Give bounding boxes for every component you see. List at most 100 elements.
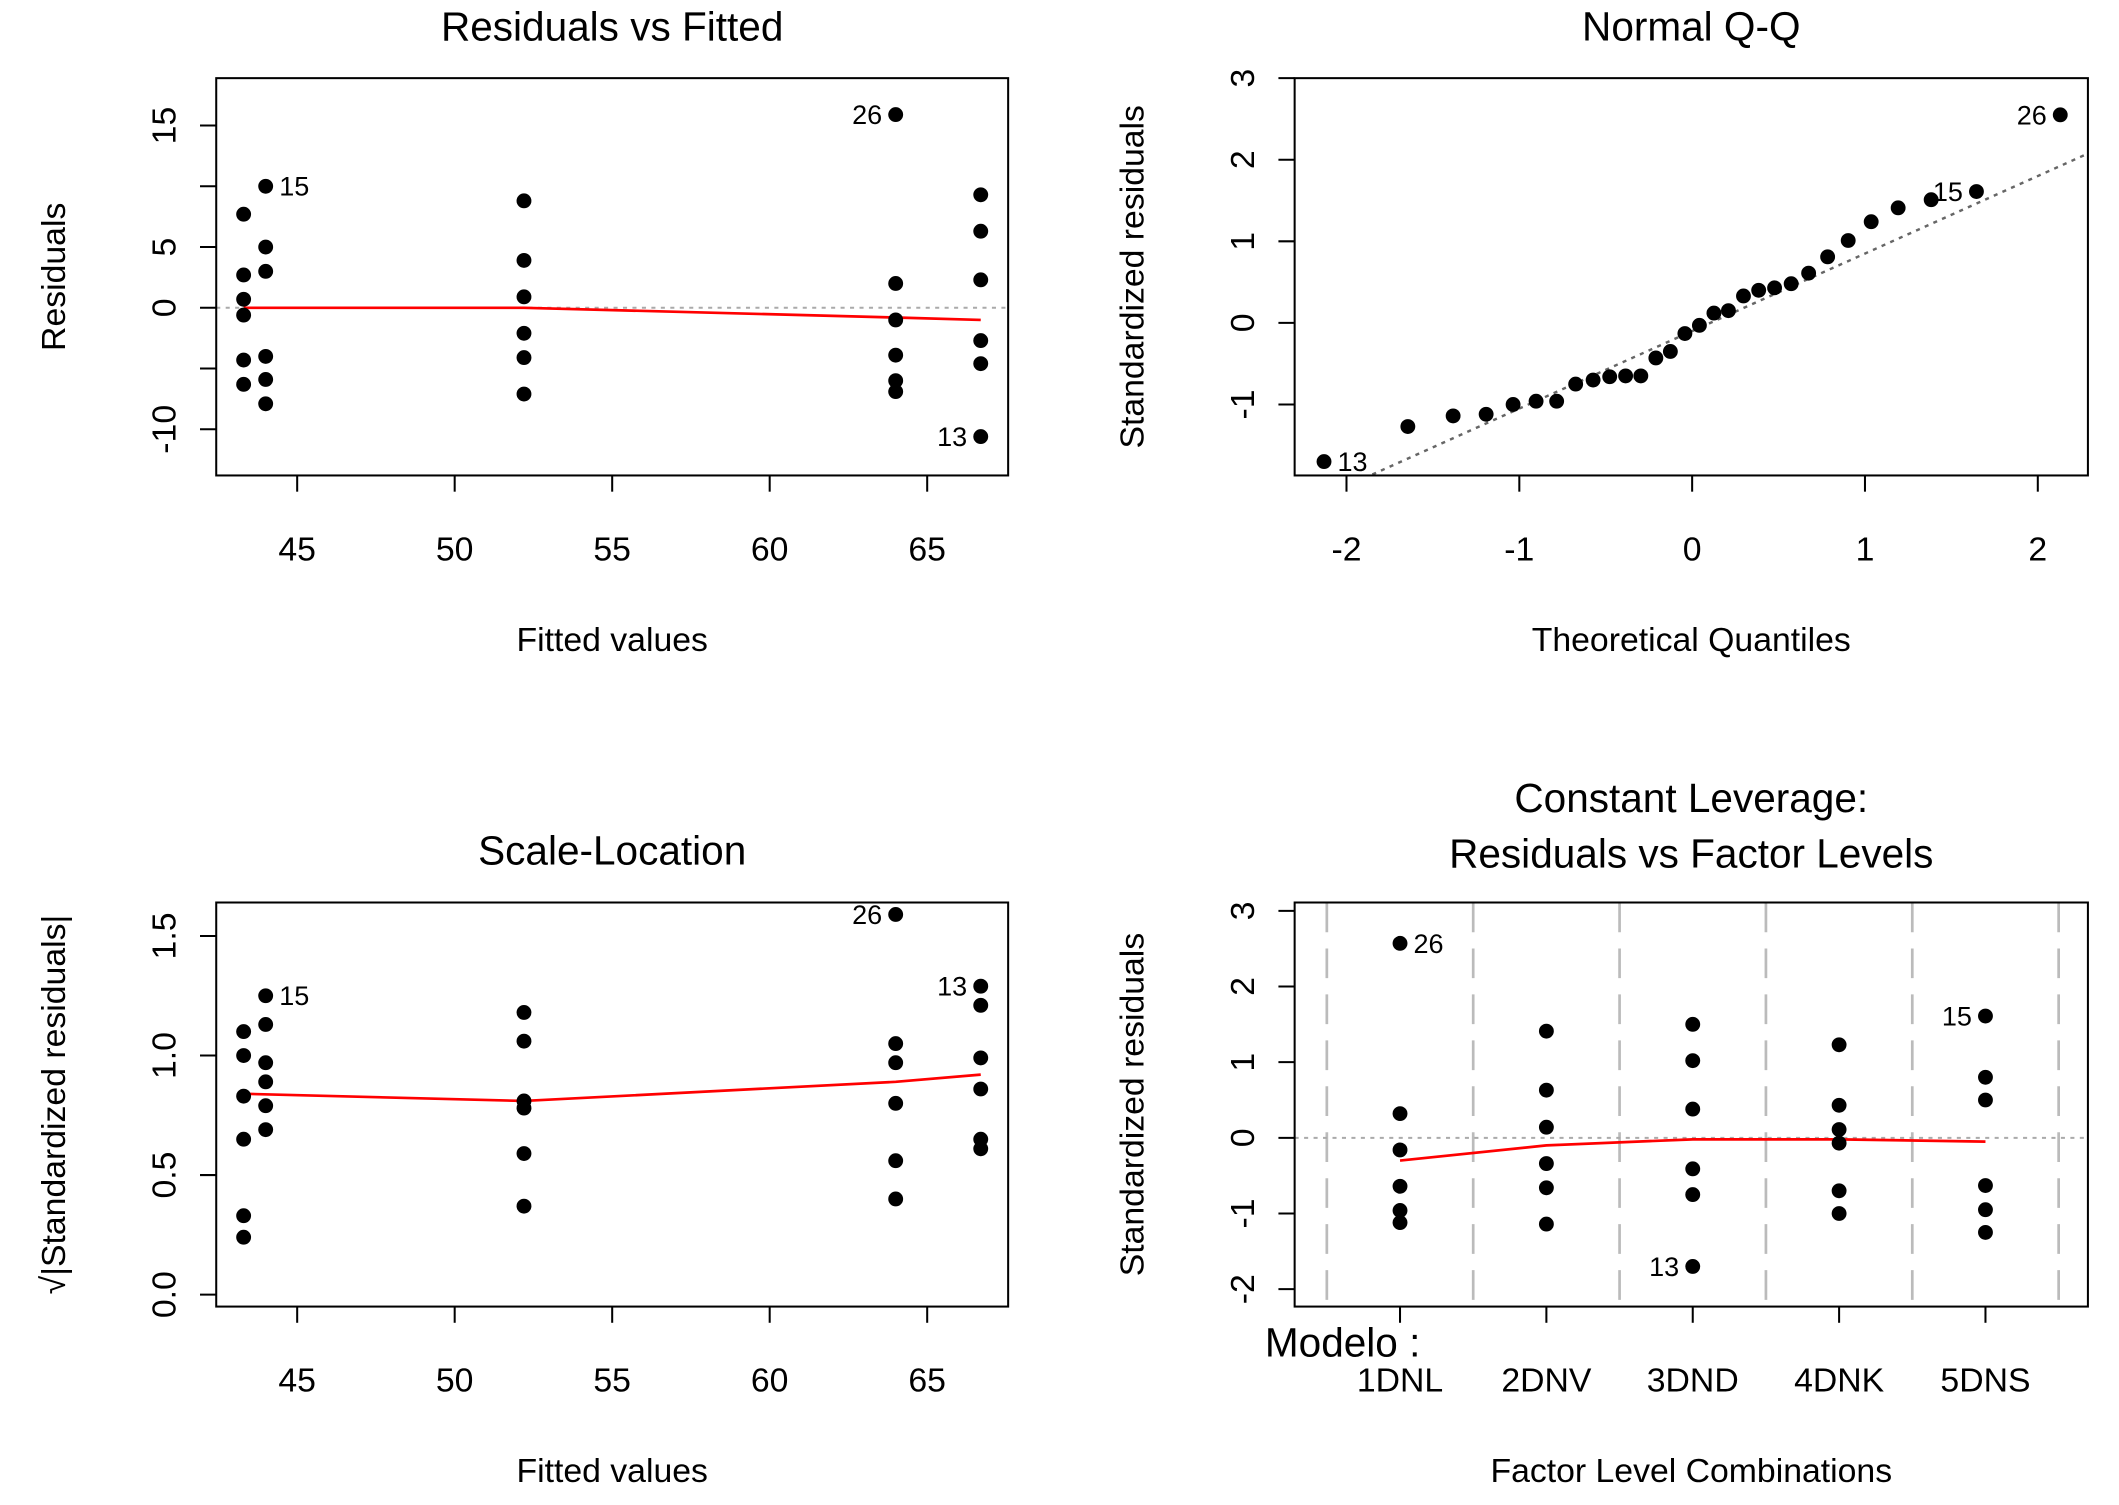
point	[1662, 344, 1678, 359]
plot-frame	[215, 77, 1010, 477]
point	[1978, 1008, 1993, 1024]
point	[258, 1098, 274, 1114]
point	[1685, 1016, 1701, 1032]
point	[888, 1036, 904, 1052]
y-tick-label: 0.0	[146, 1271, 184, 1318]
point	[1392, 935, 1408, 951]
y-tick-label: 1.5	[146, 913, 184, 960]
y-tick-label: 0	[1224, 314, 1262, 333]
point	[516, 193, 532, 209]
point	[888, 276, 904, 291]
plot-area	[243, 1073, 981, 1103]
point	[516, 386, 532, 402]
point	[1392, 1106, 1408, 1122]
point	[236, 1208, 252, 1224]
y-tick-label: 3	[1224, 901, 1262, 920]
y-axis-label: Standardized residuals	[1113, 933, 1151, 1277]
point	[516, 1198, 532, 1214]
point	[973, 223, 989, 239]
x-tick-label: 2	[2028, 531, 2047, 569]
point	[973, 997, 989, 1013]
point	[516, 1033, 532, 1049]
point-label: 15	[279, 172, 309, 202]
factor-label: Modelo :	[1265, 1320, 1420, 1366]
point-label: 26	[852, 100, 882, 130]
plot-area	[1294, 1136, 2088, 1162]
point	[1831, 1135, 1847, 1151]
x-tick-label: 50	[436, 1362, 474, 1400]
point	[1538, 1082, 1554, 1098]
point	[1618, 368, 1634, 384]
point	[1978, 1224, 1993, 1240]
point	[236, 376, 252, 392]
point	[1392, 1142, 1408, 1158]
point-label: 13	[937, 972, 967, 1002]
x-axis-label: Factor Level Combinations	[1490, 1452, 1892, 1490]
point	[1633, 368, 1649, 384]
panel: Scale-Location Fitted values √|Standardize…	[35, 828, 1010, 1490]
y-tick-label: -1	[1224, 1198, 1262, 1228]
point	[516, 252, 532, 268]
point	[1538, 1023, 1554, 1039]
y-axis-label: Standardized residuals	[1113, 105, 1151, 448]
y-tick-label: 0	[146, 298, 184, 317]
point	[236, 206, 252, 222]
y-tick-label: 0.5	[146, 1152, 184, 1199]
point	[1923, 192, 1939, 208]
y-tick-label: 1	[1224, 232, 1262, 251]
point	[1978, 1069, 1993, 1085]
point	[888, 1191, 904, 1207]
x-tick-label: 0	[1683, 531, 1702, 569]
smooth-line	[243, 1073, 981, 1103]
x-tick-label: 45	[278, 531, 316, 569]
x-tick-label: 1DNL	[1357, 1362, 1443, 1400]
y-tick-label: 2	[1224, 977, 1262, 996]
point	[1863, 214, 1879, 230]
x-tick-label: 65	[908, 1362, 946, 1400]
point	[1840, 233, 1856, 248]
point	[1685, 1259, 1701, 1274]
x-tick-label: -1	[1504, 531, 1534, 569]
point	[516, 350, 532, 366]
point	[236, 1229, 252, 1245]
x-tick-label: 65	[908, 531, 946, 569]
y-tick-label: 1.0	[146, 1032, 184, 1079]
point	[258, 1055, 274, 1071]
point	[236, 1131, 252, 1147]
x-tick-label: 45	[278, 1362, 316, 1400]
point	[258, 348, 274, 364]
point	[236, 291, 252, 307]
point-label: 13	[937, 422, 967, 452]
point	[973, 978, 989, 994]
point-label: 13	[1649, 1252, 1679, 1282]
x-axis-label: Theoretical Quantiles	[1532, 621, 1851, 659]
chart-title: Normal Q-Q	[1582, 3, 1800, 49]
point	[258, 1122, 274, 1138]
point-label: 26	[1414, 929, 1444, 959]
point	[1751, 282, 1767, 298]
point	[1538, 1180, 1554, 1196]
point	[1706, 305, 1722, 321]
point-label: 15	[1933, 177, 1963, 207]
plot-frame	[215, 901, 1010, 1308]
point	[888, 1153, 904, 1169]
point	[2052, 107, 2068, 123]
y-axis-label: Residuals	[35, 203, 73, 351]
point	[258, 1074, 274, 1090]
point	[1978, 1092, 1993, 1108]
smooth-line	[243, 306, 981, 322]
plot-area	[1367, 152, 2088, 476]
point	[1801, 265, 1817, 281]
point-label: 15	[1942, 1001, 1972, 1031]
point	[1685, 1187, 1701, 1203]
point	[1721, 303, 1736, 319]
point	[1831, 1037, 1847, 1053]
point	[1969, 184, 1984, 199]
x-tick-label: 3DND	[1647, 1362, 1739, 1400]
point	[888, 347, 904, 363]
point	[888, 907, 904, 922]
point-label: 15	[279, 981, 309, 1011]
plot-frame	[1293, 77, 2089, 477]
